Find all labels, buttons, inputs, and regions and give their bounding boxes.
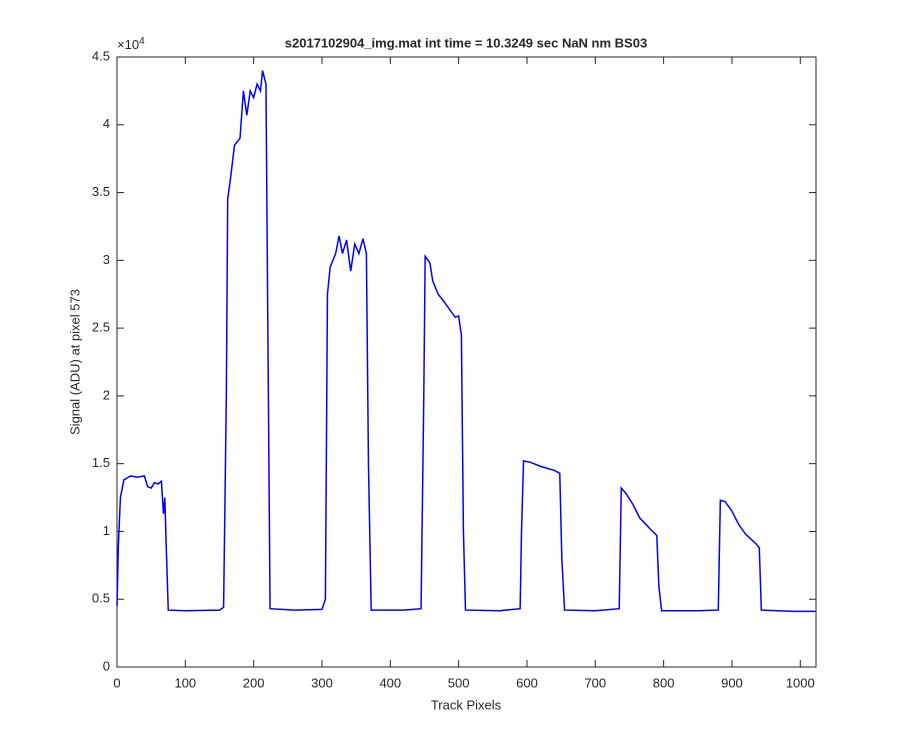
y-tick-label: 3.5 <box>92 184 110 199</box>
y-tick-label: 4.5 <box>92 48 110 63</box>
multiplier-exponent: 4 <box>139 36 145 47</box>
y-tick-label: 1.5 <box>92 455 110 470</box>
x-tick-label: 300 <box>311 675 333 690</box>
x-tick-label: 800 <box>653 675 675 690</box>
x-tick-label: 700 <box>584 675 606 690</box>
y-multiplier: ×104 <box>117 36 145 53</box>
x-tick-label: 0 <box>113 675 120 690</box>
y-tick-label: 1 <box>103 523 110 538</box>
plot-area <box>116 56 817 668</box>
multiplier-base: ×10 <box>117 37 139 52</box>
x-tick-label: 900 <box>721 675 743 690</box>
x-tick-label: 400 <box>379 675 401 690</box>
y-tick-label: 2 <box>103 387 110 402</box>
data-line <box>116 70 816 613</box>
x-tick-label: 1000 <box>786 675 815 690</box>
x-tick-label: 500 <box>448 675 470 690</box>
y-tick-label: 4 <box>103 116 110 131</box>
x-tick-label: 200 <box>243 675 265 690</box>
y-tick-label: 3 <box>103 252 110 267</box>
x-tick-label: 600 <box>516 675 538 690</box>
y-tick-label: 0 <box>103 658 110 673</box>
y-axis-label: Signal (ADU) at pixel 573 <box>67 289 82 435</box>
y-tick-label: 2.5 <box>92 320 110 335</box>
chart-title: s2017102904_img.mat int time = 10.3249 s… <box>285 35 647 50</box>
x-tick-label: 100 <box>174 675 196 690</box>
x-axis-label: Track Pixels <box>431 697 502 712</box>
y-tick-label: 0.5 <box>92 591 110 606</box>
